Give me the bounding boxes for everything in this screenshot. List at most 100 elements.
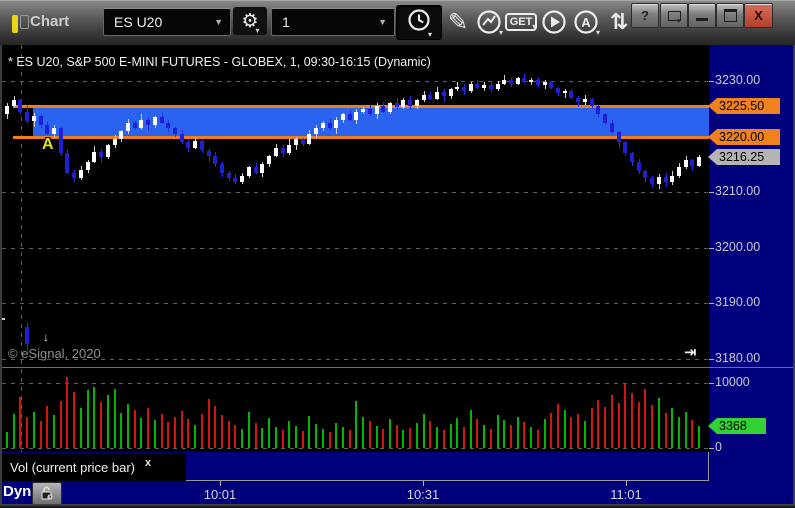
zone-bottom-line[interactable]	[13, 135, 709, 139]
candle	[106, 144, 110, 158]
draw-pencil-button[interactable]: ✎	[443, 6, 473, 38]
volume-bar	[355, 401, 357, 448]
candle	[395, 103, 399, 108]
candle	[314, 128, 318, 134]
volume-bar	[691, 420, 693, 448]
candle	[200, 140, 204, 151]
jump-to-latest-icon[interactable]: ⇥	[684, 344, 697, 361]
candle	[650, 178, 654, 184]
maximize-button[interactable]	[716, 3, 744, 28]
price-gridline	[2, 303, 708, 304]
symbol-value: ES U20	[114, 14, 163, 30]
candle	[39, 115, 43, 126]
close-button[interactable]: X	[744, 3, 773, 28]
volume-bar	[40, 421, 42, 448]
volume-bar	[140, 418, 142, 448]
candle	[126, 122, 130, 132]
volume-bar	[33, 411, 35, 448]
swap-symbols-button[interactable]: ⇅	[604, 6, 634, 38]
chevron-down-icon: ▼	[378, 17, 387, 27]
alerts-button[interactable]: A ▾	[571, 6, 601, 38]
candle	[294, 139, 298, 145]
close-indicator-icon[interactable]: x	[145, 457, 152, 469]
candle	[529, 79, 533, 83]
volume-axis-label: 0	[715, 440, 722, 454]
candle	[361, 108, 365, 112]
price-badge-gray: 3216.25	[708, 149, 780, 165]
volume-pane[interactable]	[0, 368, 709, 452]
candle	[462, 86, 466, 91]
text-annotation-a[interactable]: A	[42, 136, 54, 153]
symbol-settings-button[interactable]: ⚙ ▾	[233, 7, 267, 35]
window-border-left	[0, 45, 2, 508]
time-lock-button[interactable]	[32, 482, 62, 505]
candle	[590, 99, 594, 106]
volume-bar	[497, 414, 499, 448]
svg-text:A: A	[581, 15, 591, 30]
volume-bar	[483, 424, 485, 448]
volume-bar	[114, 388, 116, 448]
candle	[260, 164, 264, 173]
candle	[697, 157, 701, 166]
candle	[113, 139, 117, 145]
time-axis-bar[interactable]	[0, 481, 795, 504]
volume-bar	[564, 409, 566, 448]
candle	[617, 132, 621, 143]
chart-window-icon	[12, 15, 18, 33]
axis-step-line	[0, 480, 709, 481]
volume-bar	[120, 412, 122, 448]
symbol-dropdown[interactable]: ES U20 ▼	[103, 8, 231, 36]
candle	[442, 92, 446, 97]
price-pane[interactable]	[0, 45, 709, 367]
minimize-button[interactable]	[688, 3, 716, 28]
volume-bar	[100, 401, 102, 448]
candle	[388, 103, 392, 112]
candle	[583, 99, 587, 102]
volume-bar	[167, 422, 169, 448]
time-axis-label: 10:31	[406, 487, 440, 502]
volume-bar	[470, 410, 472, 448]
candle	[139, 119, 143, 129]
candle	[240, 175, 244, 183]
volume-bar	[611, 394, 613, 448]
time-interval-button[interactable]: ▾	[396, 5, 442, 40]
candle	[623, 142, 627, 154]
replay-play-button[interactable]	[539, 6, 569, 38]
volume-bar	[241, 429, 243, 448]
volume-bar	[154, 420, 156, 448]
maximize-icon	[723, 9, 737, 22]
volume-bar	[214, 406, 216, 448]
dock-window-button[interactable]	[660, 3, 688, 28]
candle	[549, 82, 553, 88]
candle	[274, 147, 278, 157]
candle	[543, 82, 547, 86]
candle	[677, 167, 681, 176]
price-axis-column[interactable]	[709, 45, 793, 481]
window-title: Chart	[30, 13, 70, 30]
get-icon: GET ▾	[504, 13, 538, 31]
candle	[334, 119, 338, 129]
candle	[233, 178, 237, 183]
candle	[522, 78, 526, 83]
volume-bar	[382, 429, 384, 448]
volume-bar	[503, 420, 505, 448]
chart-title: * ES U20, S&P 500 E-MINI FUTURES - GLOBE…	[8, 55, 431, 69]
candle	[489, 85, 493, 90]
candle	[482, 85, 486, 88]
candle	[146, 119, 150, 126]
price-badge-orange: 3225.50	[708, 98, 780, 114]
interval-dropdown[interactable]: 1 ▼	[271, 8, 395, 36]
zone-top-line[interactable]	[13, 105, 709, 109]
candle	[354, 111, 358, 120]
volume-bar	[618, 402, 620, 448]
candle	[435, 92, 439, 100]
close-icon: X	[754, 8, 763, 23]
volume-bar	[93, 386, 95, 448]
volume-bar	[80, 407, 82, 448]
pane-divider[interactable]	[0, 367, 795, 368]
line-tools-button[interactable]: ▾	[474, 6, 504, 38]
volume-bar	[187, 419, 189, 448]
volume-axis-tick	[709, 448, 714, 449]
get-data-button[interactable]: GET ▾	[504, 8, 538, 36]
help-button[interactable]: ?	[631, 3, 659, 28]
